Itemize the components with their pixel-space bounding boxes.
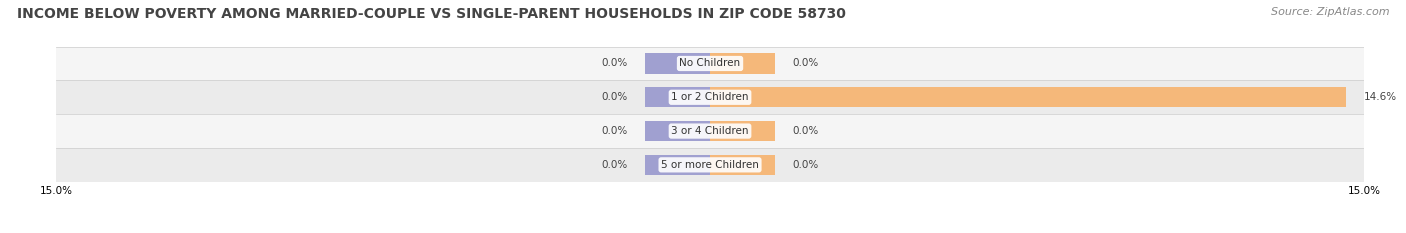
Bar [56, 114, 1364, 148]
Bar [710, 121, 776, 141]
Bar [56, 80, 1364, 114]
Bar [644, 155, 710, 175]
Text: 0.0%: 0.0% [600, 160, 627, 170]
Text: 0.0%: 0.0% [600, 58, 627, 69]
Text: 14.6%: 14.6% [1364, 92, 1398, 102]
Text: 3 or 4 Children: 3 or 4 Children [671, 126, 749, 136]
Text: 5 or more Children: 5 or more Children [661, 160, 759, 170]
Text: 1 or 2 Children: 1 or 2 Children [671, 92, 749, 102]
Bar [710, 53, 776, 74]
Bar [710, 155, 776, 175]
Text: 0.0%: 0.0% [793, 58, 820, 69]
Bar [644, 53, 710, 74]
Bar [644, 87, 710, 107]
Text: No Children: No Children [679, 58, 741, 69]
Text: 0.0%: 0.0% [600, 92, 627, 102]
Text: Source: ZipAtlas.com: Source: ZipAtlas.com [1271, 7, 1389, 17]
Bar [56, 47, 1364, 80]
Text: 0.0%: 0.0% [600, 126, 627, 136]
Bar [56, 148, 1364, 182]
Bar [644, 121, 710, 141]
Bar [710, 87, 1347, 107]
Text: 0.0%: 0.0% [793, 126, 820, 136]
Text: 0.0%: 0.0% [793, 160, 820, 170]
Text: INCOME BELOW POVERTY AMONG MARRIED-COUPLE VS SINGLE-PARENT HOUSEHOLDS IN ZIP COD: INCOME BELOW POVERTY AMONG MARRIED-COUPL… [17, 7, 846, 21]
